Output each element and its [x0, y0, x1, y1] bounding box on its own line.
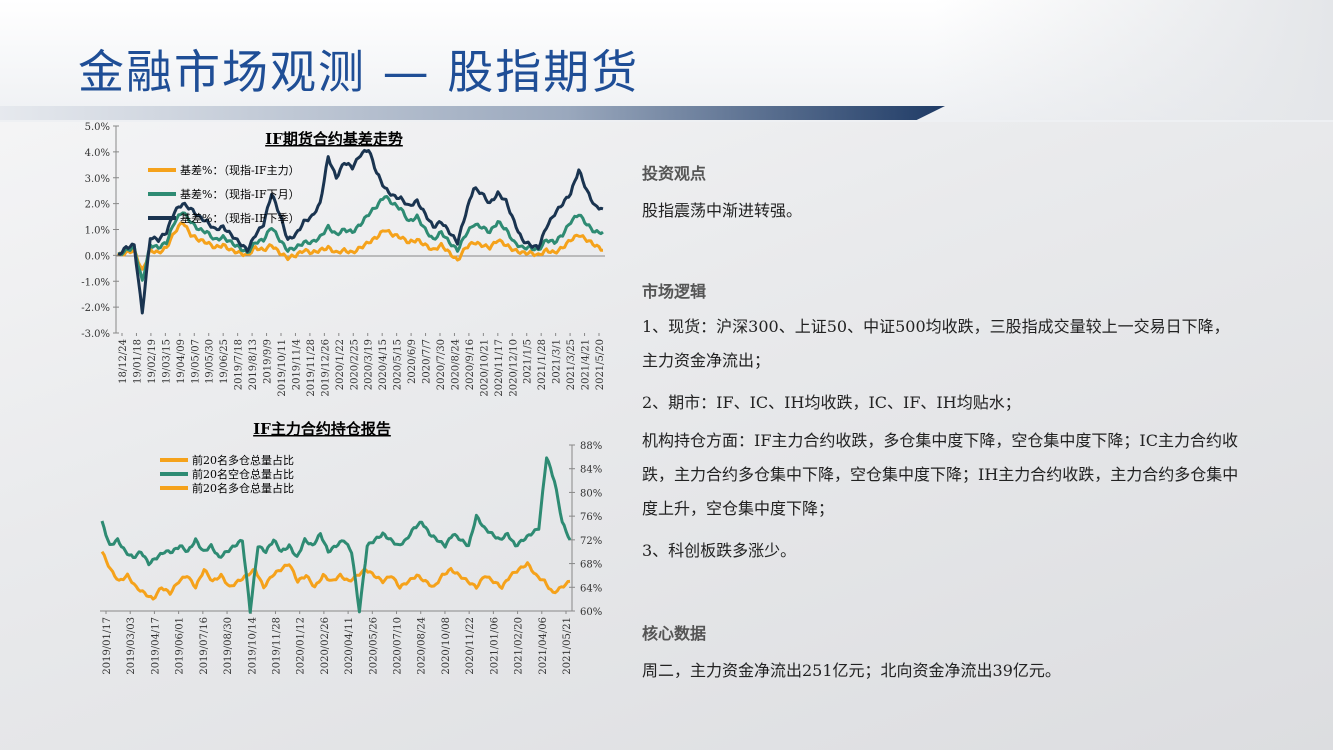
y-tick-label: 84% [580, 465, 602, 476]
x-tick-label: 2019/04/17 [150, 617, 161, 675]
y-tick-label: 0.0% [85, 251, 110, 262]
x-tick-label: 2020/9/16 [465, 339, 476, 390]
x-tick-label: 2021/3/1 [552, 339, 563, 384]
x-tick-label: 19/02/19 [147, 339, 158, 384]
page-title: 金融市场观测 — 股指期货 [78, 45, 640, 99]
x-tick-label: 19/06/25 [219, 339, 230, 384]
logic-text-3: 机构持仓方面：IF主力合约收跌，多仓集中度下降，空仓集中度下降；IC主力合约收跌… [642, 431, 1239, 518]
x-tick-label: 2021/02/20 [514, 617, 525, 675]
y-tick-label: -1.0% [81, 277, 110, 288]
x-tick-label: 2020/01/12 [296, 617, 307, 675]
x-tick-label: 2021/5/20 [595, 339, 606, 390]
y-tick-label: 60% [580, 607, 602, 618]
legend-label: 前20名多仓总量占比 [192, 453, 294, 467]
y-tick-label: 88% [580, 441, 602, 452]
series-line [117, 148, 604, 315]
x-tick-label: 2020/11/22 [465, 617, 476, 675]
x-tick-label: 2019/01/17 [102, 617, 113, 675]
y-tick-label: 3.0% [85, 174, 110, 185]
x-tick-label: 2019/9/9 [263, 339, 274, 384]
x-tick-label: 2020/6/9 [407, 339, 418, 384]
x-tick-label: 2020/12/10 [508, 339, 519, 397]
section-heading-logic: 市场逻辑 [642, 282, 707, 301]
x-tick-label: 2020/08/24 [417, 617, 428, 675]
x-tick-label: 19/05/07 [190, 339, 201, 384]
x-tick-label: 2019/8/13 [248, 339, 259, 390]
header-shade [933, 0, 1333, 120]
legend-label: 基差%：（现指-IF下月） [180, 187, 300, 201]
x-tick-label: 2019/10/14 [247, 617, 258, 675]
y-tick-label: 72% [580, 536, 602, 547]
y-tick-label: 80% [580, 488, 602, 499]
view-text: 股指震荡中渐进转强。 [642, 201, 803, 220]
x-tick-label: 19/05/30 [205, 339, 216, 384]
x-tick-label: 2020/07/10 [393, 617, 404, 675]
x-tick-label: 2019/11/28 [271, 617, 282, 675]
x-tick-label: 2019/06/01 [175, 617, 186, 675]
series-line [117, 195, 604, 282]
x-tick-label: 19/01/18 [132, 339, 143, 384]
x-tick-label: 18/12/24 [118, 339, 129, 384]
legend-label: 前20名多仓总量占比 [192, 481, 294, 495]
x-tick-label: 2020/05/26 [368, 617, 379, 675]
y-tick-label: 68% [580, 560, 602, 571]
basis-chart: IF期货合约基差走势 5.0% 4.0% 3.0% 2.0% 1.0% 0.0% -1.0% -… [81, 122, 606, 397]
x-tick-label: 2020/2/25 [349, 339, 360, 390]
x-tick-label: 2021/05/21 [562, 617, 573, 675]
x-tick-label: 2021/01/06 [489, 617, 500, 675]
x-tick-label: 2020/7/30 [436, 339, 447, 390]
x-tick-label: 2020/4/15 [378, 339, 389, 390]
x-tick-label: 2021/4/21 [581, 339, 592, 390]
series-line [100, 550, 571, 601]
chart-title: IF主力合约持仓报告 [253, 420, 391, 438]
x-tick-label: 2021/3/25 [566, 339, 577, 390]
y-tick-label: -2.0% [81, 303, 110, 314]
x-tick-label: 2021/1/28 [537, 339, 548, 390]
chart-title: IF期货合约基差走势 [265, 130, 403, 148]
y-tick-label: 1.0% [85, 226, 110, 237]
x-tick-label: 2020/3/19 [364, 339, 375, 390]
x-tick-label: 2020/7/7 [422, 339, 433, 384]
series-line [100, 456, 572, 614]
x-tick-label: 2020/04/11 [344, 617, 355, 675]
logic-text-1: 1、现货：沪深300、上证50、中证500均收跌，三股指成交量较上一交易日下降，… [642, 317, 1230, 370]
y-tick-label: 64% [580, 583, 602, 594]
logic-text-4: 3、科创板跌多涨少。 [642, 541, 797, 560]
x-tick-label: 2020/11/17 [494, 339, 505, 397]
series-line [116, 221, 604, 271]
y-tick-label: 4.0% [85, 148, 110, 159]
y-tick-label: 2.0% [85, 200, 110, 211]
x-tick-label: 2021/04/06 [538, 617, 549, 675]
x-tick-label: 2019/08/30 [223, 617, 234, 675]
x-tick-label: 2020/5/15 [393, 339, 404, 390]
x-tick-label: 2019/07/16 [199, 617, 210, 675]
x-tick-label: 2020/8/24 [450, 339, 461, 390]
section-heading-view: 投资观点 [642, 164, 707, 183]
y-tick-label: 76% [580, 512, 602, 523]
x-tick-label: 2019/03/03 [126, 617, 137, 675]
x-tick-label: 19/04/09 [176, 339, 187, 384]
position-chart: IF主力合约持仓报告 88% 84% 80% 76% 72% 68% 64% 60% 2019/0… [100, 420, 602, 675]
x-tick-label: 2019/11/4 [291, 339, 302, 390]
logic-text-2: 2、期市：IF、IC、IH均收跌，IC、IF、IH均贴水； [642, 393, 1021, 412]
x-tick-label: 2019/7/18 [234, 339, 245, 390]
x-tick-label: 2020/02/26 [320, 617, 331, 675]
core-text: 周二，主力资金净流出251亿元；北向资金净流出39亿元。 [642, 661, 1061, 680]
y-tick-label: 5.0% [85, 122, 110, 133]
x-tick-label: 2020/1/22 [335, 339, 346, 390]
x-tick-label: 19/03/15 [161, 339, 172, 384]
section-heading-core: 核心数据 [642, 624, 707, 643]
x-tick-label: 2019/12/26 [320, 339, 331, 397]
x-tick-label: 2019/10/11 [277, 339, 288, 397]
x-tick-label: 2020/10/21 [479, 339, 490, 397]
x-tick-label: 2020/10/08 [441, 617, 452, 675]
legend-label: 前20名空仓总量占比 [192, 467, 294, 481]
header-accent-bar [0, 106, 945, 120]
legend-label: 基差%：（现指-IF主力） [180, 163, 300, 177]
legend-label: 基差%：（现指-IF下季） [180, 211, 300, 225]
x-tick-label: 2021/1/5 [523, 339, 534, 384]
x-tick-label: 2019/11/28 [306, 339, 317, 397]
y-tick-label: -3.0% [81, 329, 110, 340]
